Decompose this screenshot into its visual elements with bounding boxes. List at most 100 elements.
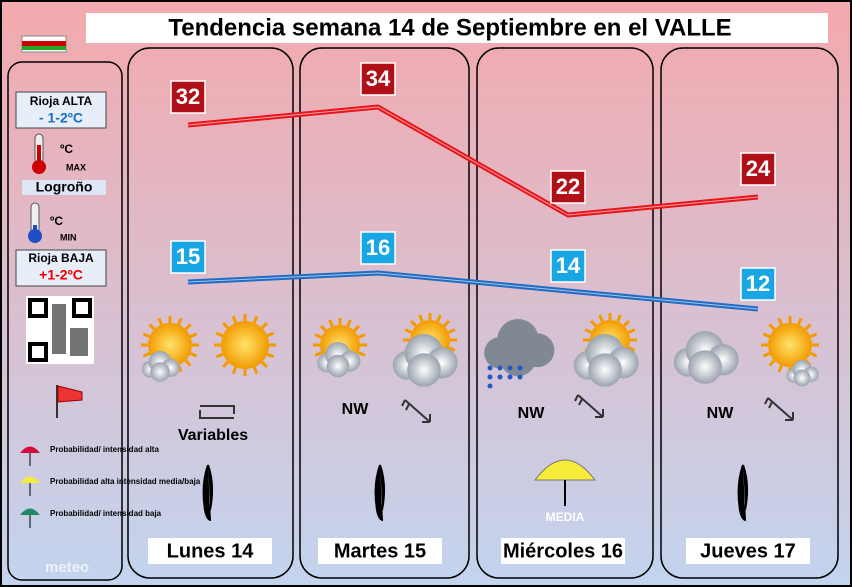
baja: Rioja BAJA — [28, 251, 94, 265]
day-label: Martes 15 — [334, 540, 426, 562]
legend-icons — [20, 446, 40, 528]
sun-ray — [797, 317, 803, 326]
sun-ray — [627, 328, 636, 334]
cloud — [688, 350, 722, 384]
rain — [497, 374, 503, 380]
sun-ray — [215, 352, 224, 359]
sun-ray — [252, 366, 259, 375]
value-label: 16 — [366, 235, 390, 260]
sun — [768, 323, 812, 367]
wind-arrow — [764, 397, 794, 421]
sun-ray — [260, 360, 268, 368]
legend-text: Probabilidad alta intensidad media/baja — [50, 477, 201, 486]
min-unit: ºC — [50, 214, 63, 228]
sun-ray — [148, 323, 156, 331]
sun-ray — [353, 324, 361, 332]
sun-ray — [616, 314, 622, 323]
cloud — [150, 362, 170, 382]
rain — [487, 374, 493, 380]
sun-ray — [768, 359, 776, 367]
legend: Probabilidad/ intensidad alta Probabilida… — [50, 445, 201, 518]
windsock — [56, 385, 83, 418]
value-label-box — [170, 80, 206, 114]
sun-ray — [189, 352, 198, 358]
umbrella-label: MEDIA — [546, 510, 585, 524]
value-label-box — [360, 62, 396, 96]
sun-ray — [623, 319, 631, 327]
value-label-box — [550, 170, 586, 204]
sun-ray — [222, 322, 230, 330]
sun-ray — [447, 328, 456, 334]
rain — [517, 365, 523, 371]
day-label-box — [686, 538, 810, 564]
rain — [507, 365, 513, 371]
value-label: 34 — [366, 66, 391, 91]
sun-ray — [142, 332, 151, 338]
series-highlight — [187, 272, 759, 310]
umbrella — [533, 459, 597, 481]
sun-ray — [184, 323, 192, 331]
sun-ray — [266, 352, 275, 359]
series-highlight — [187, 106, 759, 216]
sun-ray — [231, 315, 238, 324]
wind-label: NW — [342, 401, 370, 418]
alta-temp: - 1-2ºC — [39, 110, 83, 126]
sun-ray — [346, 319, 352, 328]
max-unit: ºC — [60, 142, 73, 156]
sun-ray — [404, 328, 413, 334]
legend-text: Probabilidad/ intensidad alta — [50, 445, 159, 454]
sun — [221, 321, 269, 369]
sun-ray — [357, 333, 366, 339]
umbrella — [737, 464, 749, 521]
title: Tendencia semana 14 de Septiembre en el … — [168, 14, 731, 41]
value-label: 15 — [176, 244, 200, 269]
cloud — [407, 353, 441, 387]
sun-ray — [314, 351, 323, 357]
value-label-box — [550, 249, 586, 283]
sun-ray — [589, 319, 597, 327]
wind-arrow — [199, 405, 235, 419]
value-label: 22 — [556, 174, 580, 199]
alta: Rioja ALTA — [30, 94, 93, 108]
legend-text: Probabilidad/ intensidad baja — [50, 509, 162, 518]
value-label-box — [740, 267, 776, 301]
day-panel — [299, 47, 470, 579]
sun-ray — [762, 332, 771, 338]
sun-ray — [627, 346, 636, 352]
min-label: MIN — [60, 232, 77, 242]
value-label-box — [170, 240, 206, 274]
day-panel — [660, 47, 839, 579]
sun-ray — [189, 332, 198, 338]
value-label: 12 — [746, 271, 770, 296]
sun-ray — [260, 322, 268, 330]
cloud — [588, 353, 622, 387]
day-label: Jueves 17 — [700, 540, 796, 562]
value-label: 14 — [556, 253, 581, 278]
sun-ray — [809, 332, 818, 338]
qr-code — [26, 296, 94, 364]
sun-ray — [266, 331, 275, 338]
day-panel — [127, 47, 294, 579]
value-label: 24 — [746, 156, 771, 181]
sun-ray — [409, 319, 417, 327]
sun-ray — [418, 314, 424, 323]
rain — [497, 365, 503, 371]
wind-label: Variables — [178, 427, 248, 444]
sun-ray — [319, 324, 327, 332]
rain — [487, 365, 493, 371]
wind-label: NW — [707, 405, 735, 422]
sun-ray — [598, 314, 604, 323]
cloud — [499, 339, 537, 377]
value-label-box — [360, 231, 396, 265]
day-label: Miércoles 16 — [503, 540, 623, 562]
day-label-box — [501, 538, 625, 564]
sun-ray — [157, 317, 163, 326]
sun-ray — [184, 359, 192, 367]
cloud — [793, 369, 811, 387]
rain — [507, 374, 513, 380]
flag — [21, 35, 67, 53]
sun-ray — [222, 360, 230, 368]
cloud — [326, 354, 350, 378]
umbrella — [202, 464, 214, 521]
